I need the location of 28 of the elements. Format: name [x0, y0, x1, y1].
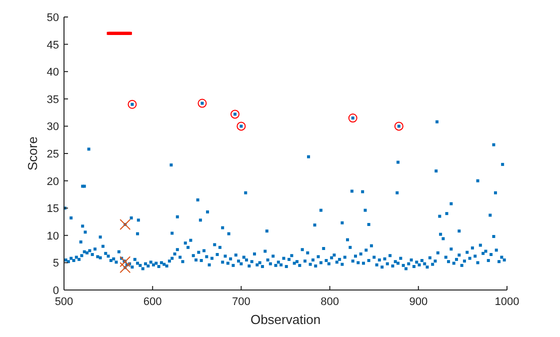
y-tick-label: 15 — [46, 203, 59, 216]
y-tick-label: 50 — [46, 12, 59, 24]
y-tick-label: 0 — [52, 285, 59, 297]
point — [128, 100, 137, 109]
point — [120, 218, 131, 230]
point — [348, 114, 358, 123]
x-axis-title: Observation — [250, 312, 321, 327]
point — [120, 262, 131, 274]
y-tick-label: 30 — [46, 121, 59, 134]
point — [120, 256, 131, 268]
x-tick-label: 500 — [54, 296, 74, 308]
point — [394, 122, 404, 131]
x-tick-label: 800 — [320, 296, 339, 308]
y-tick-label: 25 — [46, 148, 59, 160]
point — [198, 98, 207, 108]
y-tick-label: 20 — [46, 176, 59, 188]
y-tick-label: 40 — [46, 66, 59, 79]
x-tick-label: 700 — [232, 296, 250, 308]
y-tick-label: 35 — [46, 94, 59, 106]
x-tick-label: 600 — [143, 296, 162, 308]
y-tick-label: 45 — [46, 39, 59, 52]
x-tick-label: 900 — [409, 296, 428, 308]
point — [236, 122, 246, 131]
y-tick-label: 5 — [52, 258, 59, 270]
x-tick-label: 1000 — [494, 296, 520, 308]
y-axis-title: Score — [25, 136, 40, 170]
y-tick-label: 10 — [46, 230, 59, 242]
point — [230, 110, 240, 119]
